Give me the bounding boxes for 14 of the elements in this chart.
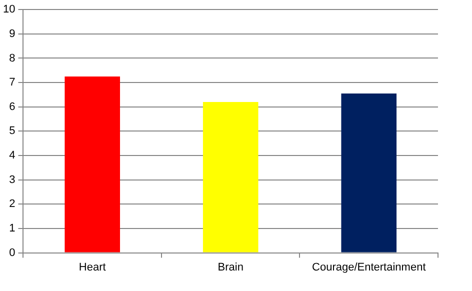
x-tick-label: Heart [78, 261, 106, 274]
y-tick-label: 6 [9, 100, 16, 113]
y-tick-label: 1 [9, 222, 16, 235]
x-tick-label: Courage/Entertainment [312, 261, 426, 274]
y-tick-label: 7 [9, 76, 16, 89]
y-tick-label: 5 [9, 125, 16, 138]
y-tick-label: 2 [9, 198, 16, 210]
x-tick-label: Brain [218, 261, 244, 274]
y-tick-label: 4 [9, 150, 16, 162]
y-tick-label: 0 [9, 246, 16, 259]
y-tick-label: 10 [2, 4, 16, 16]
y-tick-label: 9 [9, 28, 16, 40]
y-tick-label: 3 [9, 174, 16, 186]
y-tick-label: 8 [9, 52, 16, 64]
